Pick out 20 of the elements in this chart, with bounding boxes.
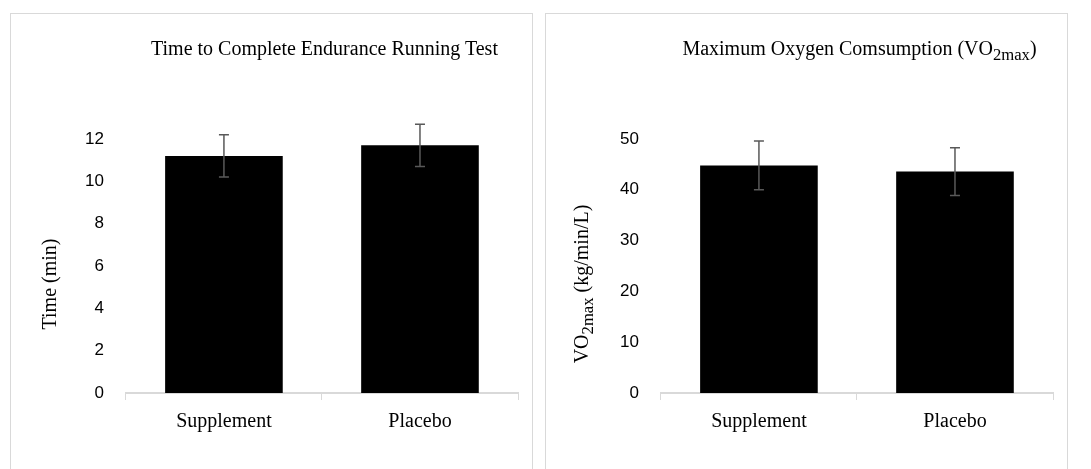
x-tick-label: Supplement	[176, 409, 273, 433]
y-axis-title: Time (min)	[37, 238, 61, 330]
y-tick-label: 12	[84, 128, 104, 148]
y-tick-label: 2	[94, 340, 104, 360]
y-tick-label: 40	[619, 179, 639, 199]
y-tick-label: 8	[94, 213, 104, 233]
chart-title: Maximum Oxygen Comsumption (VO$_{2max}$)	[681, 36, 1038, 66]
y-tick-label: 0	[629, 382, 639, 402]
y-tick-label: 10	[619, 331, 639, 351]
y-tick-label: 6	[94, 255, 104, 275]
x-tick-label: Supplement	[711, 409, 808, 433]
x-tick-label: Placebo	[388, 409, 452, 432]
y-tick-label: 50	[619, 128, 639, 148]
y-tick-label: 4	[94, 298, 104, 318]
chart-title: Time to Complete Endurance Running Test	[150, 36, 499, 62]
y-tick-label: 0	[94, 382, 104, 402]
y-tick-label: 10	[84, 171, 104, 191]
y-tick-label: 30	[619, 230, 639, 250]
x-tick-label: Placebo	[923, 409, 987, 432]
y-tick-label: 20	[619, 281, 639, 301]
